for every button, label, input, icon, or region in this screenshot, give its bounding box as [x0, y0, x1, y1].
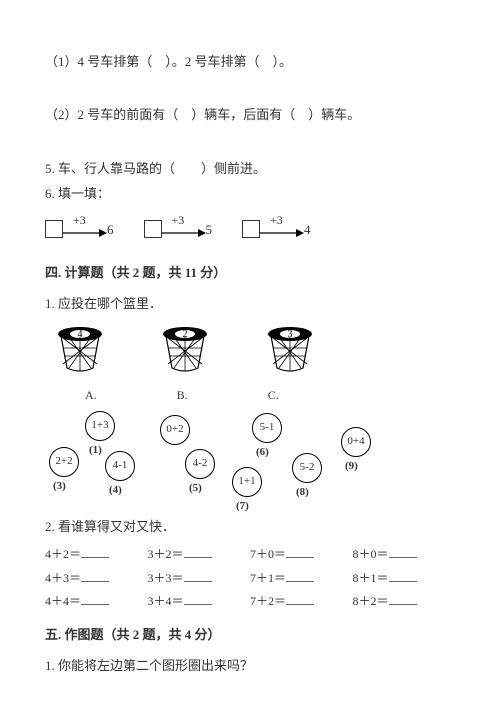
- ball-number: (7): [236, 497, 249, 517]
- basket-icon: 4: [55, 324, 105, 374]
- calc-cell: 3＋2＝: [148, 544, 251, 566]
- calc-cell: 8＋2＝: [353, 591, 456, 613]
- arrow-icon: [162, 228, 206, 238]
- expression-ball: 5-2: [292, 453, 322, 483]
- basket-b: 2: [160, 324, 210, 381]
- fill-item-3: +3 4: [242, 218, 311, 241]
- arrow-icon: [63, 228, 107, 238]
- ball-number: (1): [89, 441, 102, 461]
- calc-row: 4＋2＝3＋2＝7＋0＝8＋0＝: [45, 544, 455, 566]
- calc-cell: 7＋0＝: [250, 544, 353, 566]
- sec4-problem-1: 1. 应投在哪个篮里．: [45, 292, 455, 315]
- calc-cell: 7＋2＝: [250, 591, 353, 613]
- section-5-title: 五. 作图题（共 2 题，共 4 分）: [45, 623, 455, 646]
- sec5-problem-1: 1. 你能将左边第二个图形圈出来吗？: [45, 654, 455, 677]
- baskets-row: 4 2 3: [55, 324, 455, 381]
- calc-cell: 3＋4＝: [148, 591, 251, 613]
- fill-blanks-row: +3 6 +3 5 +3 4: [45, 218, 455, 241]
- section-4-title: 四. 计算题（共 2 题，共 11 分）: [45, 261, 455, 284]
- blank-box-icon: [144, 220, 162, 238]
- arrow-icon: [260, 228, 304, 238]
- basket-labels: A. B. C.: [85, 385, 455, 407]
- result-3: 4: [304, 218, 311, 241]
- expression-ball: 4-1: [105, 451, 135, 481]
- expression-ball: 0+2: [160, 415, 190, 445]
- calc-cell: 3＋3＝: [148, 568, 251, 590]
- basket-a: 4: [55, 324, 105, 381]
- question-1: （1）4 号车排第（ ）。2 号车排第（ ）。: [45, 50, 455, 73]
- calc-cell: 7＋1＝: [250, 568, 353, 590]
- fill-item-2: +3 5: [144, 218, 213, 241]
- expression-ball: 4-2: [185, 449, 215, 479]
- ball-number: (3): [53, 477, 66, 497]
- blank-box-icon: [242, 220, 260, 238]
- ball-number: (5): [189, 479, 202, 499]
- fill-item-1: +3 6: [45, 218, 114, 241]
- calc-cell: 4＋2＝: [45, 544, 148, 566]
- basket-icon: 3: [265, 324, 315, 374]
- calc-cell: 8＋0＝: [353, 544, 456, 566]
- ball-number: (8): [296, 483, 309, 503]
- ball-number: (4): [109, 481, 122, 501]
- question-5: 5. 车、行人靠马路的（ ）侧前进。: [45, 157, 455, 180]
- result-1: 6: [107, 218, 114, 241]
- question-6: 6. 填一填：: [45, 182, 455, 205]
- blank-box-icon: [45, 220, 63, 238]
- calc-grid: 4＋2＝3＋2＝7＋0＝8＋0＝4＋3＝3＋3＝7＋1＝8＋1＝4＋4＝3＋4＝…: [45, 544, 455, 613]
- expression-ball: 2+2: [49, 447, 79, 477]
- expression-ball: 0+4: [341, 427, 371, 457]
- calc-cell: 8＋1＝: [353, 568, 456, 590]
- balls-area: 1+3(1)2+2(3)4-1(4)0+24-2(5)1+1(7)5-1(6)5…: [45, 409, 425, 509]
- ball-number: (9): [345, 457, 358, 477]
- calc-cell: 4＋4＝: [45, 591, 148, 613]
- calc-row: 4＋3＝3＋3＝7＋1＝8＋1＝: [45, 568, 455, 590]
- calc-row: 4＋4＝3＋4＝7＋2＝8＋2＝: [45, 591, 455, 613]
- expression-ball: 5-1: [252, 413, 282, 443]
- label-c: C.: [268, 385, 279, 407]
- sec4-problem-2: 2. 看谁算得又对又快．: [45, 515, 455, 538]
- ball-number: (6): [256, 443, 269, 463]
- basket-c: 3: [265, 324, 315, 381]
- result-2: 5: [206, 218, 213, 241]
- calc-cell: 4＋3＝: [45, 568, 148, 590]
- label-b: B.: [177, 385, 188, 407]
- question-2: （2）2 号车的前面有（ ）辆车，后面有（ ）辆车。: [45, 103, 455, 126]
- basket-icon: 2: [160, 324, 210, 374]
- label-a: A.: [85, 385, 97, 407]
- expression-ball: 1+3: [85, 411, 115, 441]
- expression-ball: 1+1: [232, 467, 262, 497]
